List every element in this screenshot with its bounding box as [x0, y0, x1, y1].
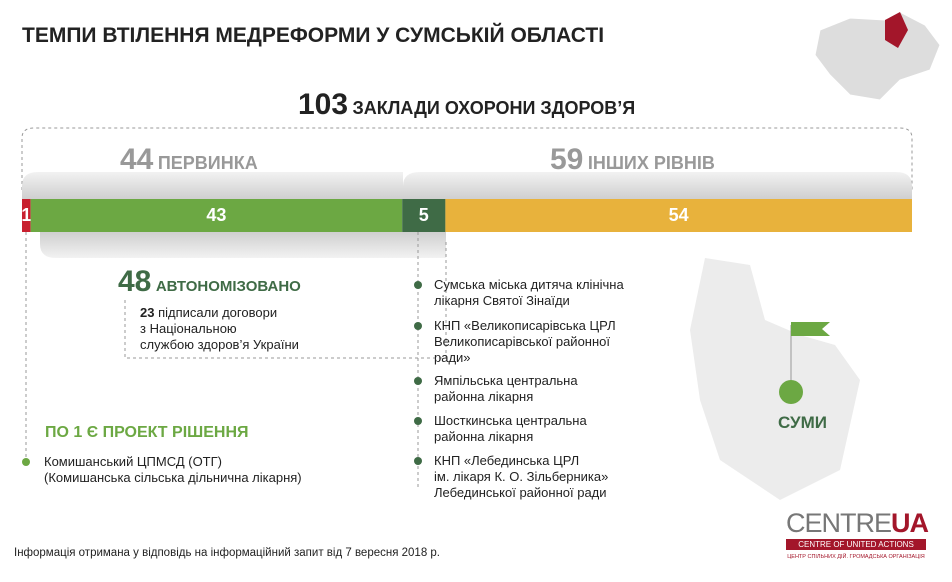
- logo-name: CENTRE: [786, 508, 892, 538]
- hospital: Шосткинська центральна районна лікарня: [434, 413, 587, 444]
- group-label: ПЕРВИНКА: [157, 153, 258, 173]
- autonomized-label: АВТОНОМІЗОВАНО: [155, 278, 301, 295]
- logo-accent: UA: [891, 508, 929, 538]
- bullet: [414, 457, 422, 465]
- flag: [791, 322, 830, 336]
- segment-label: 43: [206, 205, 226, 225]
- contracts-value: 23: [140, 305, 155, 320]
- bar-segment: [445, 199, 912, 232]
- group: 59 ІНШИХ РІВНІВ: [550, 143, 715, 177]
- autonomized-bracket: [40, 232, 446, 258]
- ukraine-map: [814, 11, 941, 101]
- logo-subtitle: CENTRE OF UNITED ACTIONS: [786, 539, 926, 550]
- group-value: 59: [550, 143, 584, 176]
- city: СУМИ: [778, 413, 828, 432]
- bullet: [414, 322, 422, 330]
- bar-segment: [22, 199, 31, 232]
- hospital: Сумська міська дитяча клінічна лікарня С…: [434, 277, 624, 308]
- group-bracket: [403, 172, 912, 199]
- logo: CENTREUA: [786, 508, 929, 539]
- autonomized-value: 48: [118, 265, 152, 298]
- hospital: КНП «Лебединська ЦРЛ ім. лікаря К. О. Зі…: [434, 453, 609, 500]
- contracts-text: підписали договори з Національною службо…: [140, 305, 299, 352]
- draft-item: Комишанський ЦПМСД (ОТГ) (Комишанська сі…: [44, 454, 302, 485]
- total: 103: [298, 88, 349, 121]
- title: ТЕМПИ ВТІЛЕННЯ МЕДРЕФОРМИ У СУМСЬКІЙ ОБЛ…: [22, 24, 605, 47]
- group-bracket: [22, 172, 403, 199]
- hospital: Ямпільська центральна районна лікарня: [434, 373, 578, 404]
- segment-label: 54: [669, 205, 689, 225]
- total-bracket: [21, 127, 913, 190]
- total-label: ЗАКЛАДИ ОХОРОНИ ЗДОРОВ’Я: [352, 98, 636, 118]
- total-line: 103 ЗАКЛАДИ ОХОРОНИ ЗДОРОВ’Я: [298, 88, 635, 122]
- bar-segment: [402, 199, 446, 232]
- dashed-line: [124, 240, 447, 359]
- group-label: ІНШИХ РІВНІВ: [587, 153, 715, 173]
- region-map: [690, 258, 860, 500]
- hospital: КНП «Великописарівська ЦРЛ Великописарів…: [434, 318, 616, 365]
- bar-segment: [30, 199, 403, 232]
- logo-subtitle-ua: ЦЕНТР СПІЛЬНИХ ДІЙ. ГРОМАДСЬКА ОРГАНІЗАЦ…: [787, 554, 925, 560]
- bullet: [414, 377, 422, 385]
- note: Інформація отримана у відповідь на інфор…: [14, 547, 441, 559]
- bullet: [414, 417, 422, 425]
- bullet: [414, 281, 422, 289]
- contracts: 23 підписали договори з Національною слу…: [140, 305, 299, 353]
- autonomized: 48 АВТОНОМІЗОВАНО: [118, 265, 301, 299]
- segment-label: 1: [21, 205, 31, 225]
- group: 44 ПЕРВИНКА: [120, 143, 258, 177]
- bullet: [22, 458, 30, 466]
- draft-title: ПО 1 Є ПРОЕКТ РІШЕННЯ: [45, 424, 249, 441]
- segment-label: 5: [419, 205, 429, 225]
- city-marker: [779, 380, 803, 404]
- group-value: 44: [120, 143, 154, 176]
- sumy-region: [885, 12, 908, 48]
